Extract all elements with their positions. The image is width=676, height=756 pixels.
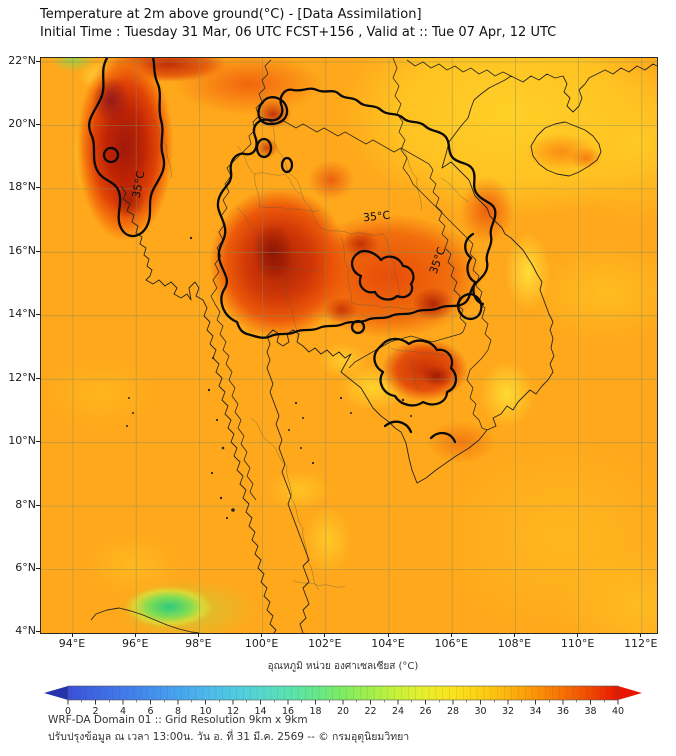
svg-text:38: 38: [584, 706, 596, 717]
svg-text:2: 2: [92, 706, 98, 717]
lon-tick: [513, 633, 515, 637]
lon-tick-label: 100°E: [244, 637, 279, 650]
temp-contours-35c: [88, 58, 497, 444]
svg-text:30: 30: [474, 706, 486, 717]
lon-tick: [387, 633, 389, 637]
svg-text:14: 14: [254, 706, 266, 717]
svg-text:22: 22: [364, 706, 376, 717]
lat-tick: [36, 250, 40, 252]
colorbar: 0 2 4 6 8 10 12 14 16 18 20 22 24 26 28 30 32 34 36 38 40: [44, 685, 642, 717]
lat-tick-label: 18°N: [8, 180, 36, 194]
svg-text:34: 34: [529, 706, 541, 717]
lat-tick-label: 4°N: [15, 624, 36, 638]
lon-tick: [197, 633, 199, 637]
svg-text:26: 26: [419, 706, 431, 717]
lat-tick: [36, 314, 40, 316]
lat-tick-label: 8°N: [15, 497, 36, 511]
page-subtitle: Initial Time : Tuesday 31 Mar, 06 UTC FC…: [40, 25, 557, 40]
lon-tick-label: 110°E: [560, 637, 595, 650]
lon-tick-label: 102°E: [308, 637, 342, 650]
small-islands: [126, 236, 412, 520]
lon-tick-label: 106°E: [434, 637, 468, 650]
svg-text:40: 40: [612, 706, 624, 717]
map-region: 35°C 35°C 35°C: [40, 57, 658, 634]
gridlines: [41, 58, 657, 633]
lon-tick: [577, 633, 579, 637]
lat-tick: [36, 123, 40, 125]
country-borders: [210, 58, 512, 501]
lat-tick-label: 12°N: [8, 370, 36, 384]
lat-tick: [36, 377, 40, 379]
svg-text:6: 6: [147, 706, 153, 717]
lon-tick: [71, 633, 73, 637]
lat-tick: [36, 441, 40, 443]
lat-tick: [36, 504, 40, 506]
lat-tick-label: 20°N: [8, 116, 36, 130]
lat-tick: [36, 187, 40, 189]
footer-update-info: ปรับปรุงข้อมูล ณ เวลา 13:00น. วัน อ. ที่…: [48, 731, 410, 743]
colorbar-ticks: [67, 700, 619, 705]
svg-text:24: 24: [392, 706, 404, 717]
svg-text:8: 8: [175, 706, 181, 717]
svg-text:18: 18: [309, 706, 321, 717]
colorbar-segments: [68, 686, 618, 700]
lon-tick-label: 108°E: [497, 637, 532, 650]
map-overlay-svg: [41, 58, 657, 633]
svg-text:0: 0: [65, 706, 71, 717]
lat-tick-label: 14°N: [8, 307, 36, 321]
lat-tick: [36, 631, 40, 633]
colorbar-title: อุณหภูมิ หน่วย องศาเซลเซียส (°C): [267, 661, 419, 672]
colorbar-tick-labels: 0 2 4 6 8 10 12 14 16 18 20 22 24 26 28 30 32 34 36 38 40: [65, 706, 624, 717]
lon-tick: [261, 633, 263, 637]
footer-block: WRF-DA Domain 01 :: Grid Resolution 9km …: [48, 712, 409, 746]
svg-text:12: 12: [227, 706, 239, 717]
colorbar-right-arrow: [618, 686, 642, 700]
colorbar-left-arrow: [44, 686, 68, 700]
temperature-shading: [41, 58, 657, 633]
lon-tick-label: 98°E: [185, 637, 212, 650]
lat-tick: [36, 60, 40, 62]
svg-text:36: 36: [557, 706, 569, 717]
svg-text:16: 16: [282, 706, 294, 717]
footer-domain-info: WRF-DA Domain 01 :: Grid Resolution 9km …: [48, 714, 308, 726]
lon-tick-label: 112°E: [624, 637, 658, 650]
lon-tick-label: 104°E: [371, 637, 405, 650]
lon-tick-label: 94°E: [58, 637, 86, 650]
lon-tick: [324, 633, 326, 637]
coastlines: [90, 63, 657, 633]
svg-text:28: 28: [447, 706, 459, 717]
svg-text:32: 32: [502, 706, 514, 717]
svg-text:4: 4: [120, 706, 126, 717]
lat-tick: [36, 568, 40, 570]
svg-text:20: 20: [337, 706, 349, 717]
lat-tick-label: 22°N: [8, 53, 36, 67]
lat-tick-label: 6°N: [15, 561, 36, 575]
province-borders: [150, 117, 470, 591]
lat-tick-label: 16°N: [8, 243, 36, 257]
lon-tick: [134, 633, 136, 637]
lon-tick: [640, 633, 642, 637]
svg-text:10: 10: [199, 706, 211, 717]
lat-tick-label: 10°N: [8, 434, 36, 448]
page-title: Temperature at 2m above ground(°C) - [Da…: [40, 7, 422, 22]
lon-tick-label: 96°E: [121, 637, 149, 650]
lon-tick: [450, 633, 452, 637]
title-block: Temperature at 2m above ground(°C) - [Da…: [40, 6, 556, 42]
